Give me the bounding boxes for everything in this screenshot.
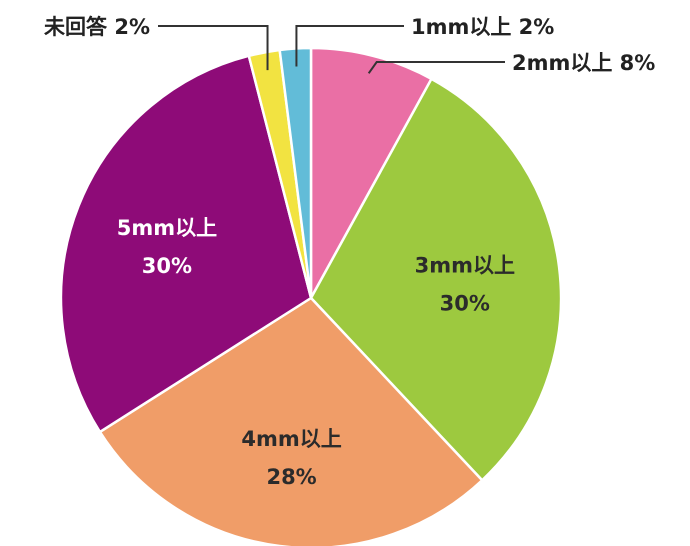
slice-percent-4mm-or-more: 28% — [266, 465, 316, 489]
slice-label-4mm-or-more: 4mm以上 — [241, 427, 341, 451]
pie-slice-5mm-or-more — [59, 54, 313, 434]
outside-label-2mm-or-more: 2mm以上 8% — [512, 51, 655, 75]
leader-line-no-answer — [158, 25, 269, 71]
leader-line-2mm-or-more — [367, 61, 505, 74]
slice-label-5mm-or-more: 5mm以上 — [117, 216, 217, 240]
pie-slice-3mm-or-more — [309, 77, 563, 482]
outside-label-no-answer: 未回答 2% — [44, 15, 150, 39]
pie-slice-1mm-or-more — [278, 46, 313, 300]
leader-line-1mm-or-more — [295, 25, 404, 67]
pie-slice-2mm-or-more — [309, 46, 433, 300]
slice-label-3mm-or-more: 3mm以上 — [415, 254, 515, 278]
pie-slice-4mm-or-more — [98, 296, 484, 546]
slice-percent-5mm-or-more: 30% — [142, 254, 192, 278]
outside-label-1mm-or-more: 1mm以上 2% — [411, 15, 554, 39]
slice-percent-3mm-or-more: 30% — [440, 292, 490, 316]
